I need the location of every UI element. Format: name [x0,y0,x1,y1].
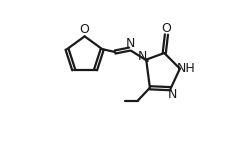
Text: N: N [138,50,147,62]
Text: N: N [125,37,135,50]
Text: O: O [162,22,171,35]
Text: O: O [80,23,89,36]
Text: N: N [168,88,177,101]
Text: NH: NH [177,62,196,75]
